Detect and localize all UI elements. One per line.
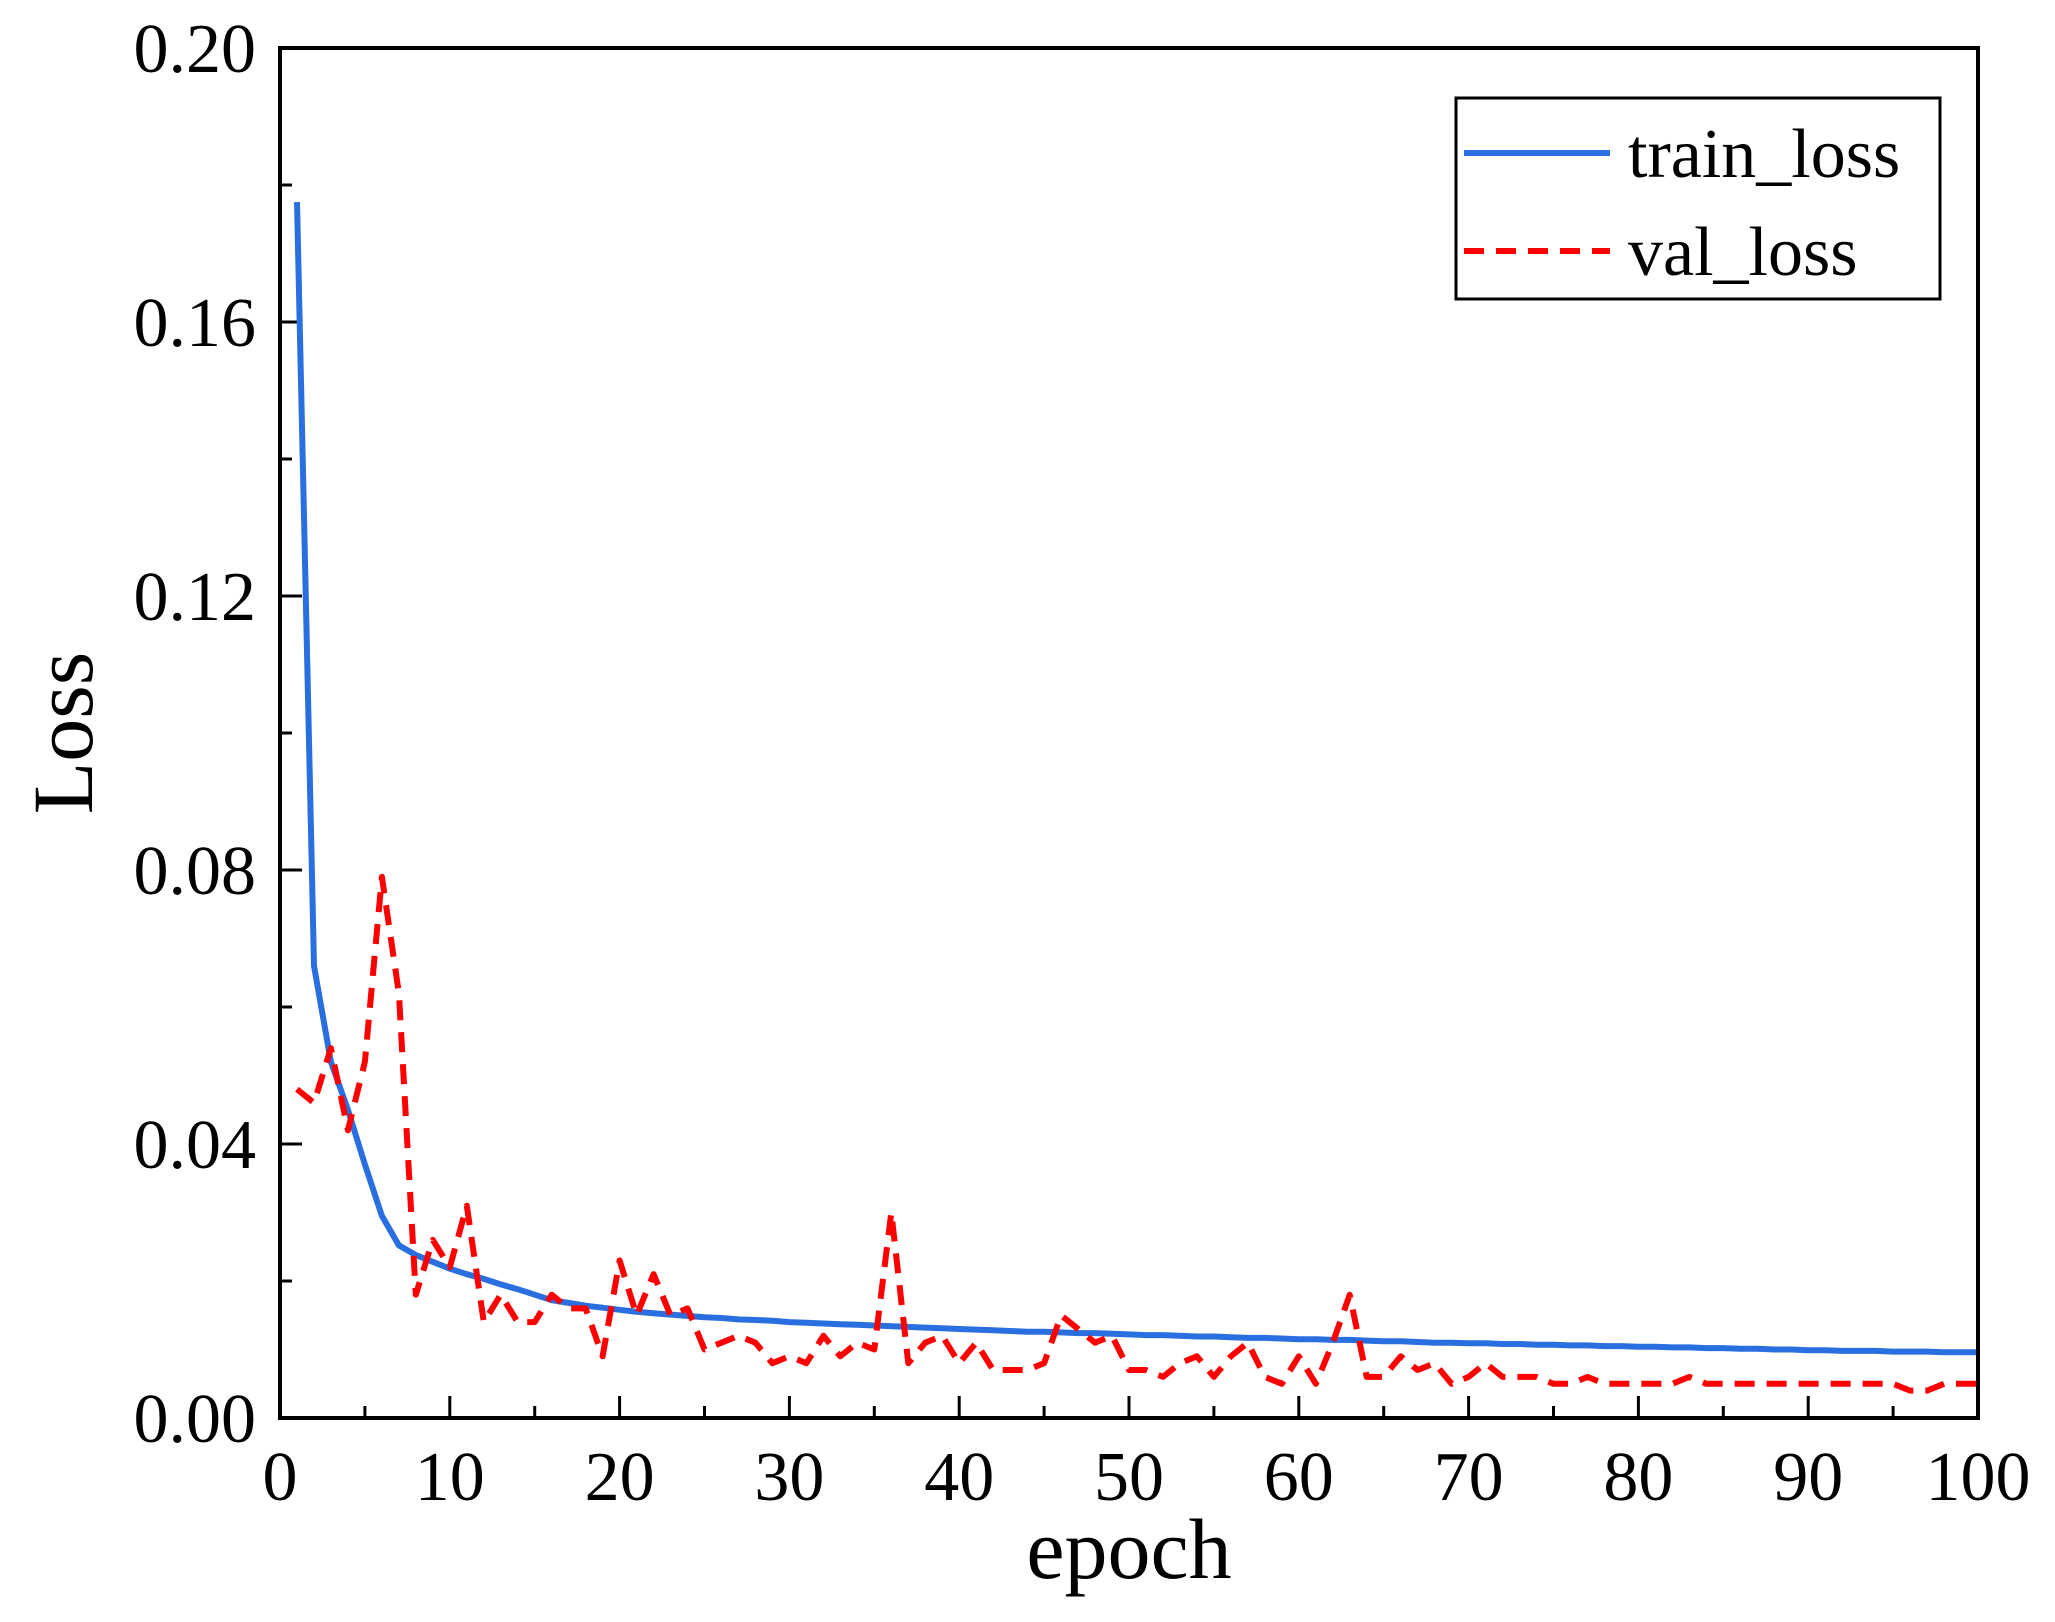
y-tick-label: 0.16	[134, 285, 257, 362]
series-layer	[294, 202, 1978, 1394]
x-tick-label: 60	[1264, 1439, 1334, 1516]
x-tick-label: 10	[415, 1439, 485, 1516]
legend: train_loss val_loss	[1454, 96, 1942, 301]
legend-label-val-loss: val_loss	[1628, 214, 1857, 291]
y-axis-title: Loss	[15, 652, 111, 814]
x-tick-label: 50	[1094, 1439, 1164, 1516]
x-tick-label: 90	[1773, 1439, 1843, 1516]
x-tick-label: 20	[585, 1439, 655, 1516]
series-line-train-loss	[294, 202, 1978, 1356]
y-tick-label: 0.20	[134, 11, 257, 88]
plot-frame	[278, 46, 1980, 1420]
legend-label-train-loss: train_loss	[1628, 116, 1900, 193]
x-axis-title: epoch	[1026, 1501, 1231, 1597]
series-line-val-loss	[295, 873, 1978, 1394]
y-tick-label: 0.08	[134, 833, 257, 910]
x-tick-label: 70	[1434, 1439, 1504, 1516]
y-tick-label: 0.04	[134, 1107, 257, 1184]
x-tick-label: 0	[263, 1439, 298, 1516]
x-tick-label: 40	[924, 1439, 994, 1516]
x-tick-label: 100	[1926, 1439, 2031, 1516]
x-tick-label: 80	[1603, 1439, 1673, 1516]
x-tick-label: 30	[754, 1439, 824, 1516]
tick-labels-layer: 0 10 20 30 40 50 60 70 80 90 100 0.00 0.04 0.08 0.12 0.…	[134, 11, 2031, 1516]
y-tick-label: 0.00	[134, 1381, 257, 1458]
y-tick-label: 0.12	[134, 559, 257, 636]
legend-box	[1454, 96, 1942, 301]
